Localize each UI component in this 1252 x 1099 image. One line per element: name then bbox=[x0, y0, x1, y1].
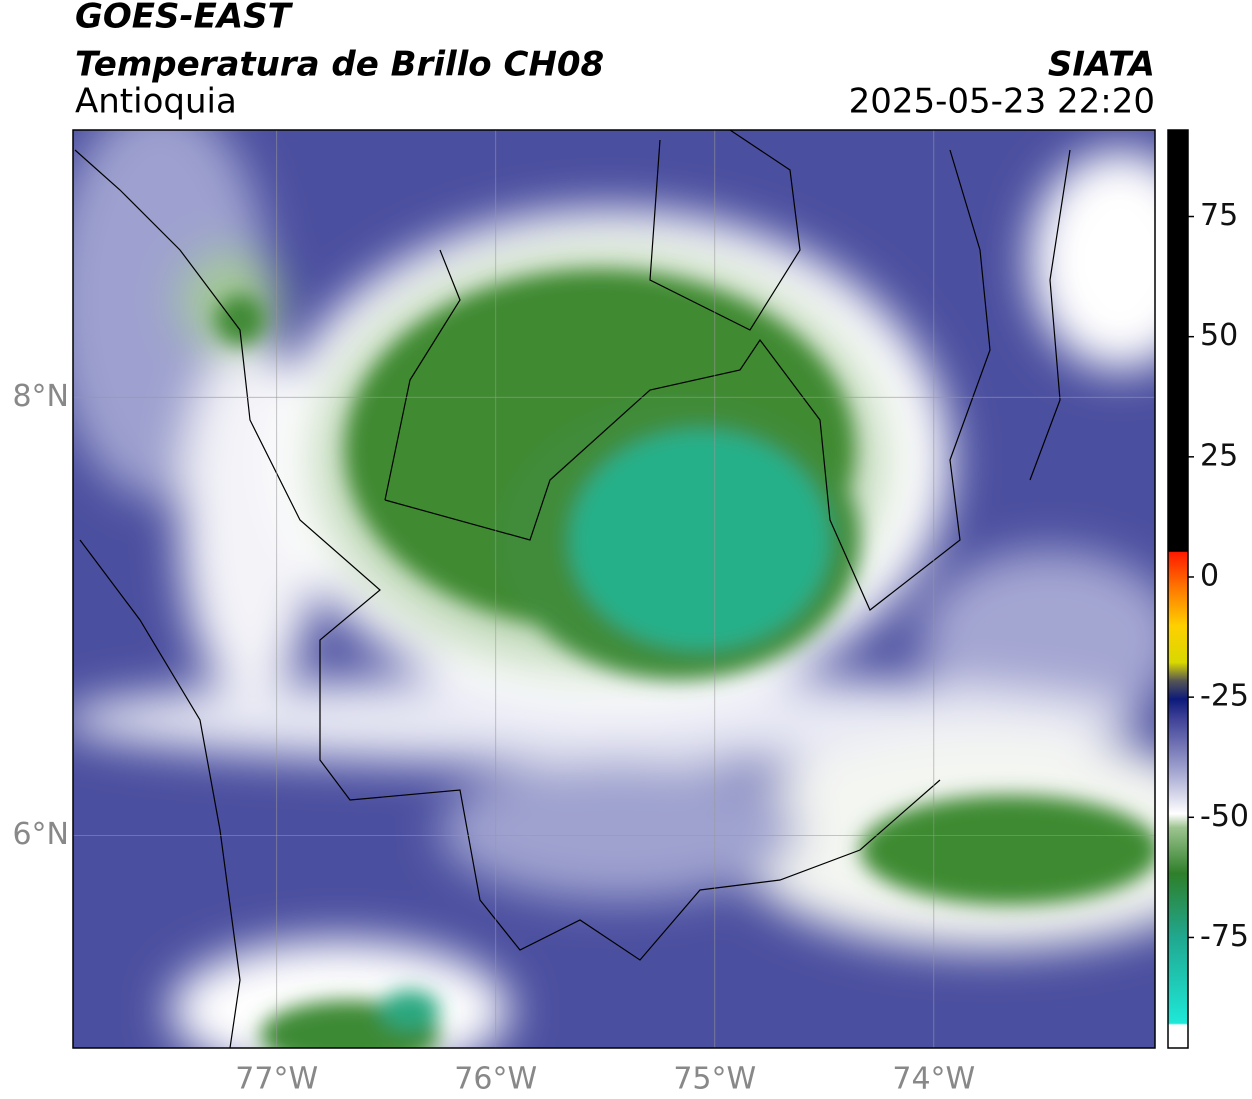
datetime: 2025-05-23 22:20 bbox=[849, 82, 1155, 122]
map-frame bbox=[72, 129, 1156, 1049]
borders bbox=[74, 130, 1071, 1048]
subtitle: Temperatura de Brillo CH08 bbox=[75, 45, 604, 85]
satellite-image bbox=[73, 130, 1155, 1048]
x-tick-label: 77°W bbox=[235, 1062, 318, 1097]
colorbar-tick-label: -75 bbox=[1200, 919, 1249, 954]
x-tick-label: 74°W bbox=[892, 1062, 975, 1097]
grid bbox=[73, 130, 1155, 1048]
region: Antioquia bbox=[75, 82, 237, 122]
colorbar bbox=[1167, 129, 1189, 1049]
x-tick-label: 75°W bbox=[673, 1062, 756, 1097]
x-tick-label: 76°W bbox=[454, 1062, 537, 1097]
colorbar-tick-label: 25 bbox=[1200, 438, 1238, 473]
source: SIATA bbox=[1048, 45, 1155, 85]
colorbar-tick-label: 0 bbox=[1200, 558, 1219, 593]
colorbar-tick-label: 50 bbox=[1200, 318, 1238, 353]
colorbar-tick-label: -50 bbox=[1200, 799, 1249, 834]
colorbar-tick-label: -25 bbox=[1200, 679, 1249, 714]
title: GOES-EAST bbox=[75, 0, 294, 37]
y-tick-label: 8°N bbox=[12, 379, 69, 414]
y-tick-label: 6°N bbox=[12, 817, 69, 852]
colorbar-tick-label: 75 bbox=[1200, 198, 1238, 233]
